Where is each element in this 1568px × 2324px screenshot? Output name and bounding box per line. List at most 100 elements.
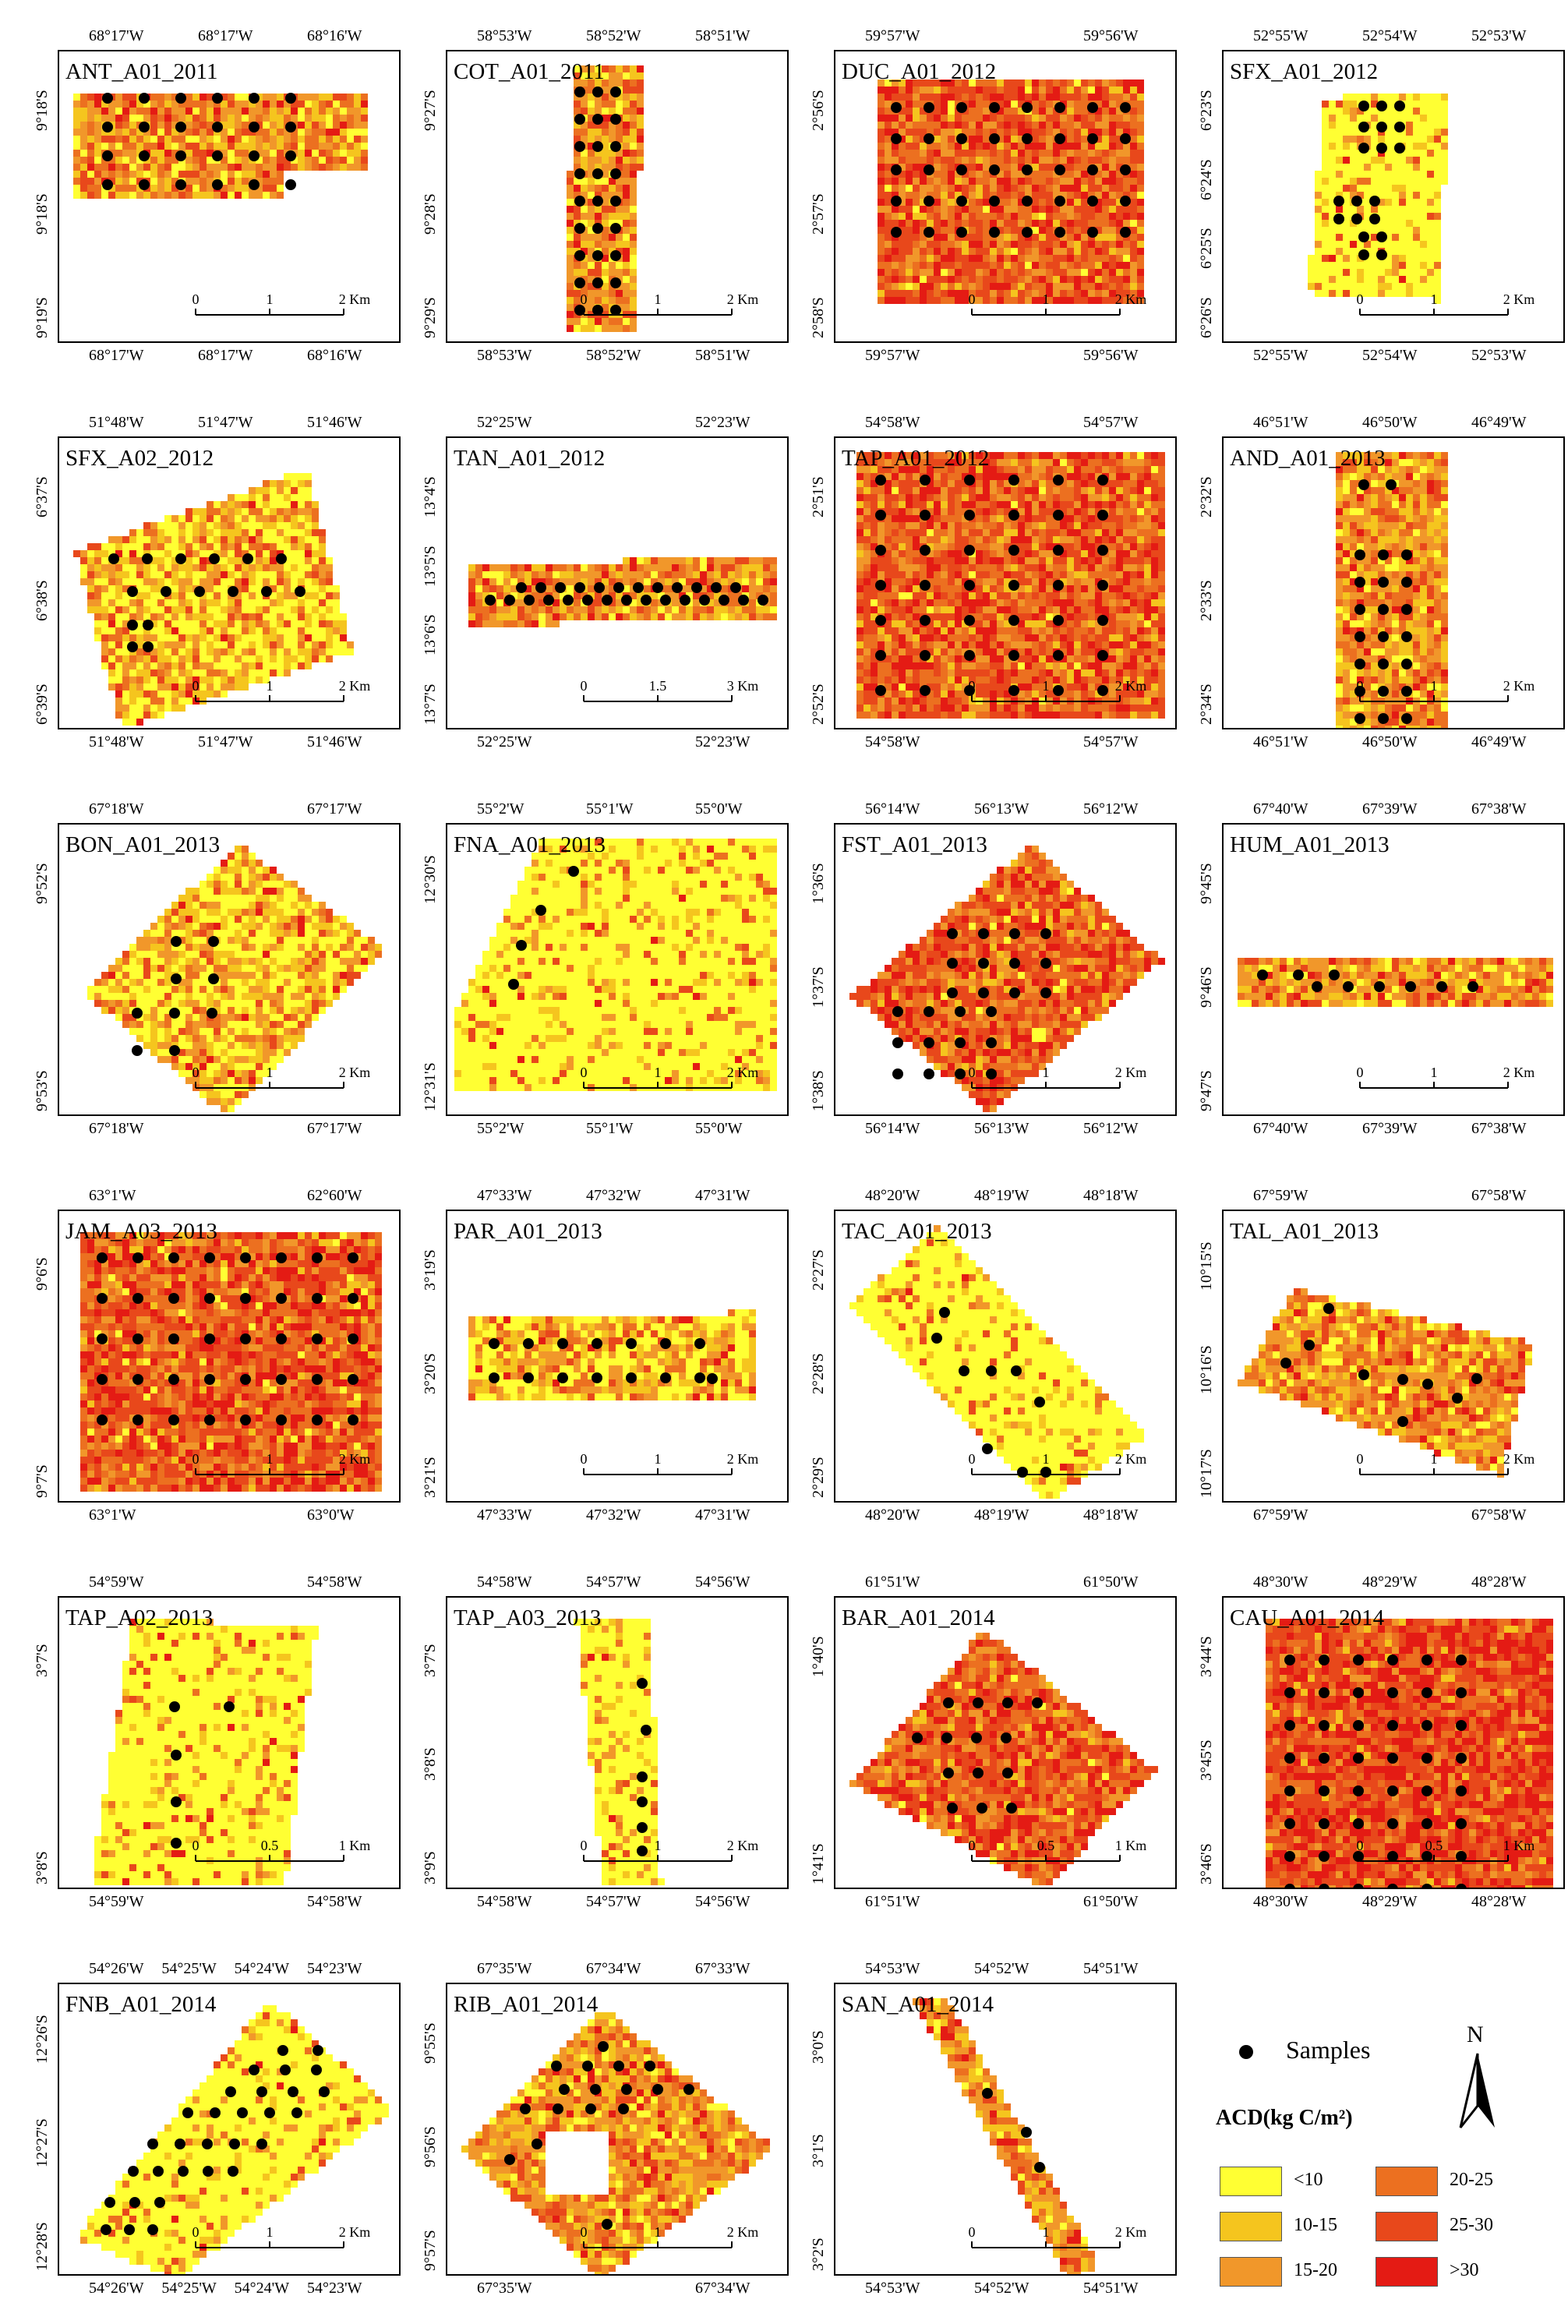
latitude-label-left: 1°40'S: [810, 1636, 827, 1677]
sample-point: [212, 93, 223, 104]
scale-label: 1: [1042, 291, 1050, 307]
latitude-label-left: 2°56'S: [810, 90, 827, 131]
sample-point: [637, 1771, 648, 1782]
legend-swatch: [1220, 2257, 1282, 2287]
latitude-label-left: 2°33'S: [1198, 580, 1215, 621]
sample-point: [1351, 196, 1362, 207]
sample-point: [175, 93, 186, 104]
scale-label: 1: [266, 291, 274, 307]
sample-point: [1054, 227, 1065, 238]
sample-point: [1401, 631, 1412, 642]
sample-point: [1008, 475, 1019, 486]
sample-point: [1358, 249, 1369, 260]
longitude-label-top: 52°53'W: [1471, 27, 1527, 44]
sample-point: [249, 122, 260, 132]
map-title: JAM_A03_2013: [65, 1219, 217, 1244]
scale-bar: [583, 1468, 733, 1475]
latitude-label-left: 9°18'S: [34, 193, 51, 235]
sample-point: [175, 122, 186, 132]
sample-point: [610, 277, 621, 288]
scale-label: 2 Km: [1503, 1451, 1535, 1467]
latitude-label-left: 3°21'S: [422, 1457, 439, 1498]
latitude-label-left: 3°20'S: [422, 1353, 439, 1394]
map-panel-fnb_a01_2014: 0 1 2 Km FNB_A01_2014: [58, 1983, 401, 2276]
map-panel-ant_a01_2011: 0 1 2 Km ANT_A01_2011: [58, 50, 401, 343]
longitude-label-top: 67°18'W: [89, 800, 144, 818]
latitude-label-left: 9°47'S: [1198, 1070, 1215, 1111]
sample-point: [139, 179, 150, 190]
longitude-label-top: 67°40'W: [1253, 800, 1308, 818]
sample-point: [147, 2139, 158, 2149]
sample-point: [161, 586, 171, 597]
scale-label: 3 Km: [726, 678, 759, 694]
sample-point: [574, 277, 585, 288]
sample-point: [637, 1678, 648, 1689]
latitude-label-left: 12°27'S: [34, 2118, 51, 2167]
sample-point: [1387, 1720, 1398, 1731]
sample-point: [626, 1338, 637, 1349]
sample-point: [1401, 549, 1412, 560]
sample-point: [555, 582, 566, 593]
sample-point: [683, 2084, 694, 2095]
latitude-label-left: 6°38'S: [34, 580, 51, 621]
latitude-label-left: 9°27'S: [422, 90, 439, 131]
sample-point: [923, 164, 934, 175]
sample-point: [959, 1365, 969, 1376]
sample-point: [285, 93, 296, 104]
scale-bar: [1359, 1468, 1509, 1475]
acd-raster: [73, 473, 354, 726]
longitude-label-bottom: 51°46'W: [307, 733, 362, 751]
sample-point: [204, 1415, 215, 1425]
sample-point: [1401, 713, 1412, 724]
sample-point: [592, 168, 603, 179]
sample-point: [348, 1374, 358, 1385]
latitude-label-left: 3°45'S: [1198, 1739, 1215, 1781]
longitude-label-bottom: 52°23'W: [695, 733, 750, 751]
scale-label: 1: [1430, 1451, 1438, 1467]
sample-point: [249, 179, 260, 190]
scale-label: 1: [654, 1838, 662, 1853]
longitude-label-bottom: 47°33'W: [477, 1506, 532, 1524]
sample-point: [568, 866, 579, 877]
sample-point: [242, 553, 253, 564]
latitude-label-left: 9°57'S: [422, 2230, 439, 2271]
legend-swatch: [1376, 2167, 1438, 2196]
sample-point: [610, 196, 621, 207]
longitude-label-top: 67°35'W: [477, 1960, 532, 1977]
sample-point: [97, 1374, 108, 1385]
sample-point: [986, 1068, 997, 1079]
sample-point: [989, 196, 1000, 207]
sample-point: [1421, 1818, 1432, 1829]
acd-raster: [849, 1225, 1144, 1499]
sample-point: [101, 2224, 111, 2235]
sample-point: [175, 553, 186, 564]
sample-point: [171, 936, 182, 947]
sample-point: [947, 958, 958, 969]
map-panel-san_a01_2014: 0 1 2 Km SAN_A01_2014: [834, 1983, 1177, 2276]
sample-point: [1354, 604, 1365, 615]
sample-point: [923, 1006, 934, 1017]
latitude-label-left: 12°31'S: [422, 1062, 439, 1111]
sample-point: [1353, 1851, 1364, 1862]
sample-point: [637, 1796, 648, 1807]
sample-point: [1008, 650, 1019, 661]
sample-point: [955, 1068, 966, 1079]
sample-point: [707, 1373, 718, 1384]
sample-point: [989, 164, 1000, 175]
scale-bar: [1359, 1855, 1509, 1862]
sample-point: [171, 1796, 182, 1807]
map-title: TAP_A02_2013: [65, 1605, 214, 1630]
sample-point: [613, 582, 624, 593]
sample-point: [97, 1252, 108, 1263]
map-panel-tap_a01_2012: 0 1 2 Km TAP_A01_2012: [834, 436, 1177, 729]
latitude-label-left: 3°1'S: [810, 2134, 827, 2167]
sample-point: [923, 1037, 934, 1048]
map-panel-bar_a01_2014: 0 0.5 1 Km BAR_A01_2014: [834, 1596, 1177, 1889]
latitude-label-left: 1°38'S: [810, 1070, 827, 1111]
sample-point: [1333, 196, 1344, 207]
scale-label: 2 Km: [338, 1065, 371, 1080]
sample-point: [574, 168, 585, 179]
scale-label: 0: [192, 1838, 200, 1853]
sample-point: [1002, 1768, 1013, 1778]
sample-point: [1378, 686, 1389, 697]
